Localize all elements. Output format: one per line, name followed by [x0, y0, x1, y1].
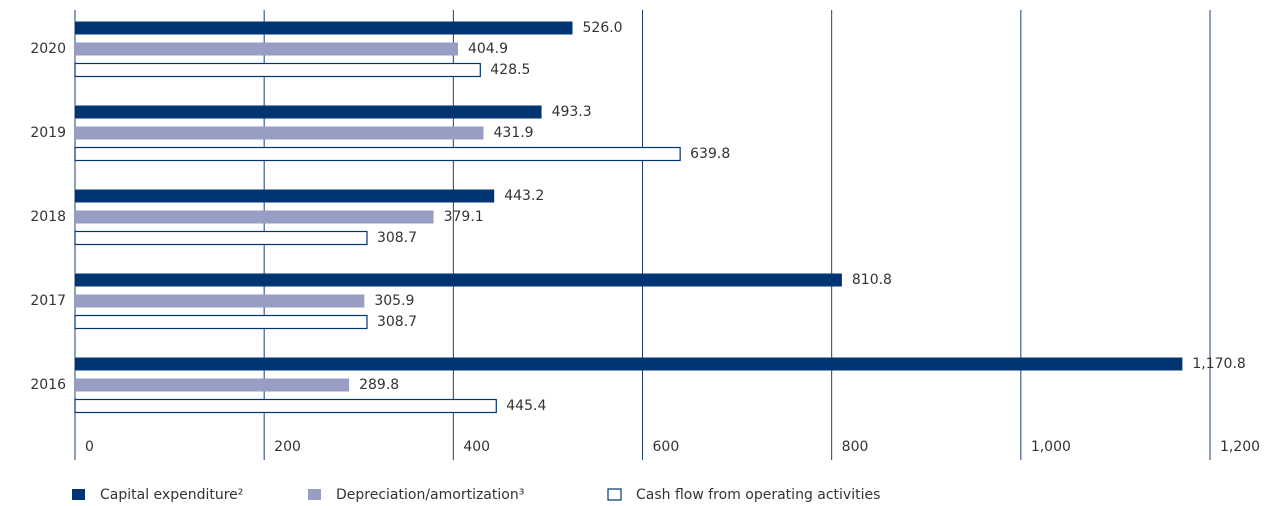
value-label: 493.3: [552, 104, 592, 120]
value-label: 810.8: [852, 272, 892, 288]
value-label: 526.0: [583, 20, 623, 36]
legend-label: Cash flow from operating activities: [636, 487, 880, 503]
bar: [75, 378, 350, 392]
value-label: 431.9: [494, 125, 534, 141]
legend-swatch: [72, 489, 85, 500]
x-tick-label: 1,000: [1031, 439, 1071, 455]
value-label: 639.8: [690, 146, 730, 162]
bar: [75, 105, 542, 119]
bar: [74, 146, 681, 162]
bar: [74, 398, 497, 414]
value-label: 445.4: [506, 398, 546, 414]
value-label: 289.8: [359, 377, 399, 393]
bar: [74, 230, 368, 246]
x-tick-label: 400: [463, 439, 490, 455]
x-tick-label: 600: [653, 439, 680, 455]
bar: [75, 210, 434, 224]
bar: [75, 273, 842, 287]
x-tick-label: 1,200: [1220, 439, 1260, 455]
y-tick-label: 2018: [30, 209, 66, 225]
y-tick-label: 2017: [30, 293, 66, 309]
legend-label: Capital expenditure²: [100, 487, 243, 503]
bar: [75, 294, 365, 308]
y-tick-label: 2016: [30, 377, 66, 393]
x-tick-label: 0: [85, 439, 94, 455]
legend-label: Depreciation/amortization³: [336, 487, 524, 503]
bar: [75, 42, 458, 56]
bar: [74, 62, 481, 78]
y-tick-label: 2020: [30, 41, 66, 57]
value-label: 404.9: [468, 41, 508, 57]
bar: [75, 126, 484, 140]
x-tick-label: 800: [842, 439, 869, 455]
bar: [75, 21, 573, 35]
value-label: 443.2: [504, 188, 544, 204]
value-label: 379.1: [444, 209, 484, 225]
legend-swatch: [308, 489, 321, 500]
value-label: 308.7: [377, 314, 417, 330]
bar: [74, 314, 368, 330]
bar: [75, 357, 1183, 371]
value-label: 308.7: [377, 230, 417, 246]
value-label: 428.5: [490, 62, 530, 78]
legend-swatch: [607, 488, 622, 501]
bar: [75, 189, 495, 203]
y-tick-label: 2019: [30, 125, 66, 141]
value-label: 1,170.8: [1192, 356, 1245, 372]
x-tick-label: 200: [274, 439, 301, 455]
value-label: 305.9: [374, 293, 414, 309]
